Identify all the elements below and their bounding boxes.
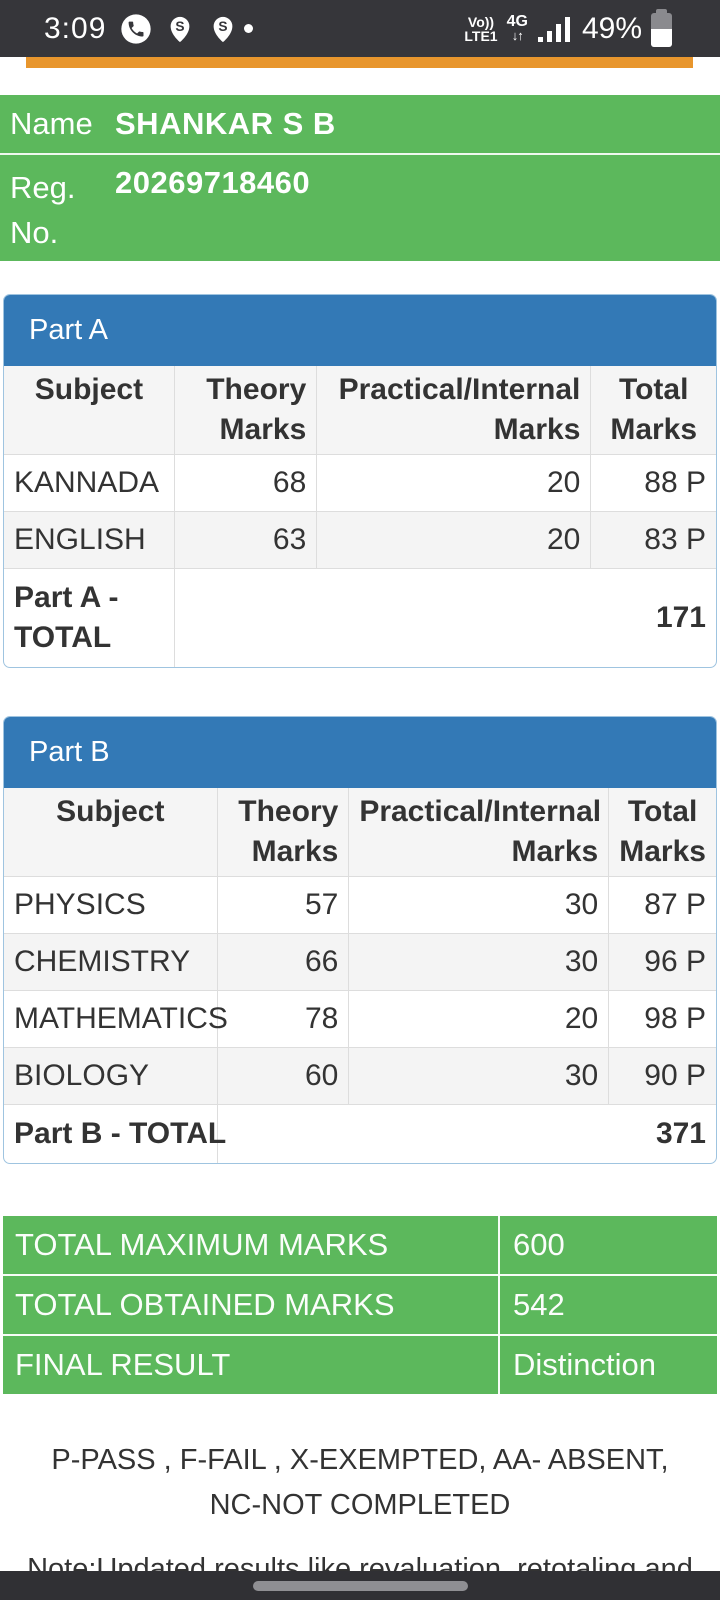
- part-b-total-label: Part B - TOTAL: [4, 1105, 226, 1163]
- part-a-total-value: 171: [655, 601, 706, 634]
- app-badge-icon: S: [171, 16, 190, 42]
- subject-cell: ENGLISH: [4, 512, 175, 569]
- practical-cell: 30: [349, 934, 610, 991]
- theory-cell: 60: [217, 1048, 350, 1105]
- status-bar: 3:09 S S Vo)) LTE1 4G ↓↑: [0, 0, 720, 57]
- network-type-indicator: 4G ↓↑: [506, 12, 528, 43]
- total-cell: 96 P: [609, 934, 716, 991]
- part-a-card: Part A Subject Theory Marks Practical/In…: [3, 294, 717, 668]
- summary-label: FINAL RESULT: [3, 1336, 500, 1394]
- subject-cell: BIOLOGY: [4, 1048, 218, 1105]
- progress-strip: [0, 57, 720, 95]
- svg-text:S: S: [176, 19, 185, 34]
- col-header-practical-marks: Practical/Internal Marks: [349, 788, 610, 877]
- part-b-total-value: 371: [655, 1117, 706, 1150]
- volte-indicator: Vo)) LTE1: [464, 13, 498, 44]
- result-summary-table: TOTAL MAXIMUM MARKS 600 TOTAL OBTAINED M…: [3, 1216, 717, 1394]
- status-time: 3:09: [44, 11, 107, 45]
- part-b-title: Part B: [4, 717, 716, 788]
- notification-icons: S S: [120, 13, 238, 45]
- col-header-theory-marks: Theory Marks: [217, 788, 350, 877]
- table-row: CHEMISTRY 66 30 96 P: [4, 934, 716, 991]
- theory-cell: 68: [174, 455, 318, 512]
- summary-row-final-result: FINAL RESULT Distinction: [3, 1336, 717, 1394]
- col-header-subject: Subject: [4, 366, 175, 455]
- part-a-header-row: Subject Theory Marks Practical/Internal …: [4, 366, 716, 455]
- name-label: Name: [10, 106, 93, 141]
- total-cell: 87 P: [609, 877, 716, 934]
- practical-cell: 20: [349, 991, 610, 1048]
- missed-call-icon: [121, 13, 152, 44]
- summary-label: TOTAL MAXIMUM MARKS: [3, 1216, 500, 1274]
- practical-cell: 30: [349, 1048, 610, 1105]
- col-header-total-marks: Total Marks: [591, 366, 716, 455]
- table-row: ENGLISH 63 20 83 P: [4, 512, 716, 569]
- battery-percent: 49%: [581, 11, 642, 45]
- summary-value: 542: [513, 1287, 565, 1322]
- notification-dot-icon: [244, 24, 254, 33]
- theory-cell: 57: [217, 877, 350, 934]
- part-b-table: Subject Theory Marks Practical/Internal …: [4, 788, 716, 1163]
- part-a-title: Part A: [4, 295, 716, 366]
- subject-cell: PHYSICS: [4, 877, 218, 934]
- grade-legend: P-PASS , F-FAIL , X-EXEMPTED, AA- ABSENT…: [51, 1444, 669, 1521]
- total-cell: 98 P: [609, 991, 716, 1048]
- reg-no-value: 20269718460: [115, 165, 311, 200]
- home-indicator[interactable]: [252, 1580, 468, 1591]
- part-b-card: Part B Subject Theory Marks Practical/In…: [3, 716, 717, 1164]
- app-badge-icon: S: [214, 16, 233, 42]
- practical-cell: 20: [317, 512, 592, 569]
- summary-label: TOTAL OBTAINED MARKS: [3, 1276, 500, 1334]
- navigation-bar: [0, 1571, 720, 1600]
- table-row: PHYSICS 57 30 87 P: [4, 877, 716, 934]
- col-header-practical-marks: Practical/Internal Marks: [317, 366, 592, 455]
- summary-value: 600: [513, 1227, 565, 1262]
- battery-icon: [651, 9, 672, 47]
- reg-no-label: Reg. No.: [10, 170, 76, 250]
- subject-cell: MATHEMATICS: [4, 991, 228, 1048]
- part-a-table: Subject Theory Marks Practical/Internal …: [4, 366, 716, 667]
- theory-cell: 66: [217, 934, 350, 991]
- part-b-header-row: Subject Theory Marks Practical/Internal …: [4, 788, 716, 877]
- col-header-subject: Subject: [4, 788, 218, 877]
- theory-cell: 63: [174, 512, 318, 569]
- part-a-total-row: Part A - TOTAL 171: [4, 569, 716, 667]
- subject-cell: KANNADA: [4, 455, 175, 512]
- student-name-value: SHANKAR S B: [115, 106, 336, 141]
- part-a-total-label: Part A - TOTAL: [4, 569, 175, 667]
- practical-cell: 30: [349, 877, 610, 934]
- signal-strength-icon: [537, 16, 570, 42]
- summary-value: Distinction: [513, 1347, 656, 1382]
- svg-text:S: S: [219, 19, 228, 34]
- col-header-theory-marks: Theory Marks: [174, 366, 318, 455]
- student-info-card: Name SHANKAR S B Reg. No. 20269718460: [0, 95, 720, 261]
- table-row: MATHEMATICS 78 20 98 P: [4, 991, 716, 1048]
- student-reg-row: Reg. No. 20269718460: [0, 155, 720, 261]
- table-row: BIOLOGY 60 30 90 P: [4, 1048, 716, 1105]
- student-name-row: Name SHANKAR S B: [0, 95, 720, 155]
- practical-cell: 20: [317, 455, 592, 512]
- status-right-cluster: Vo)) LTE1 4G ↓↑ 49%: [464, 9, 672, 47]
- page-progress-bar: [26, 57, 693, 68]
- total-cell: 83 P: [591, 512, 716, 569]
- theory-cell: 78: [217, 991, 350, 1048]
- col-header-total-marks: Total Marks: [609, 788, 716, 877]
- part-b-total-row: Part B - TOTAL 371: [4, 1105, 716, 1163]
- total-cell: 90 P: [609, 1048, 716, 1105]
- subject-cell: CHEMISTRY: [4, 934, 218, 991]
- summary-row-max-marks: TOTAL MAXIMUM MARKS 600: [3, 1216, 717, 1276]
- total-cell: 88 P: [591, 455, 716, 512]
- summary-row-obtained-marks: TOTAL OBTAINED MARKS 542: [3, 1276, 717, 1336]
- footnotes: P-PASS , F-FAIL , X-EXEMPTED, AA- ABSENT…: [0, 1394, 720, 1600]
- table-row: KANNADA 68 20 88 P: [4, 455, 716, 512]
